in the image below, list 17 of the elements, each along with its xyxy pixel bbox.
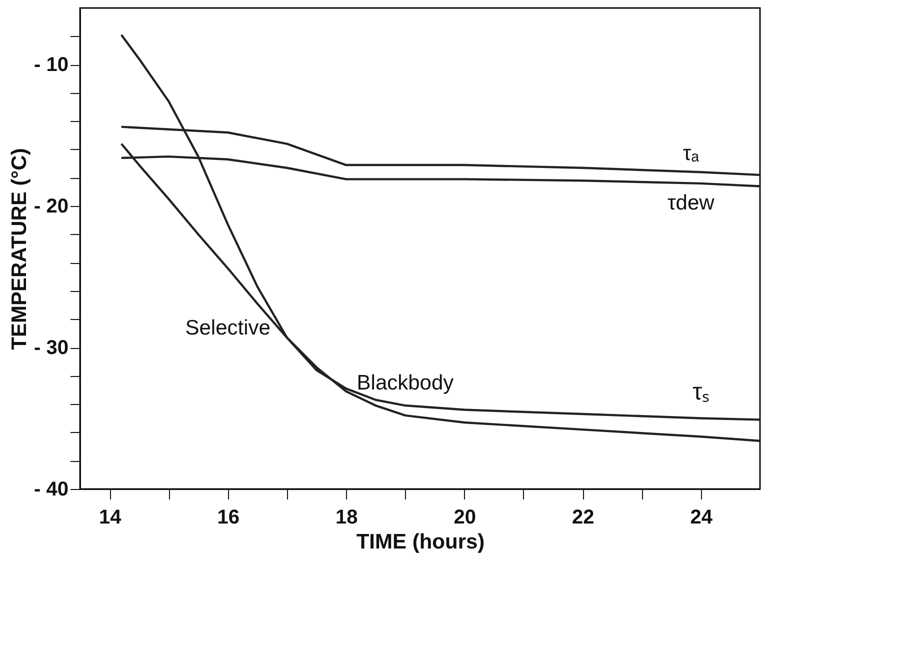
x-tick-label: 14 xyxy=(98,506,122,528)
x-axis-title: TIME (hours) xyxy=(356,530,485,554)
series-label: τdew xyxy=(667,191,716,214)
series-label: Blackbody xyxy=(356,372,454,395)
x-tick-label: 24 xyxy=(690,506,714,528)
annotation: τₛ xyxy=(692,378,710,406)
x-tick-label: 18 xyxy=(335,506,358,528)
y-tick-label: - 40 xyxy=(34,478,68,500)
y-axis-title: TEMPERATURE (°C) xyxy=(8,148,32,350)
y-tick-label: - 20 xyxy=(34,196,68,218)
y-tick-label: - 30 xyxy=(34,337,68,360)
x-tick-label: 16 xyxy=(217,506,240,528)
series-label: τₐ xyxy=(682,142,700,166)
y-tick-label: - 10 xyxy=(34,54,68,76)
series-label: Selective xyxy=(185,316,270,340)
x-tick-label: 22 xyxy=(572,506,594,528)
x-tick-label: 20 xyxy=(454,506,476,528)
